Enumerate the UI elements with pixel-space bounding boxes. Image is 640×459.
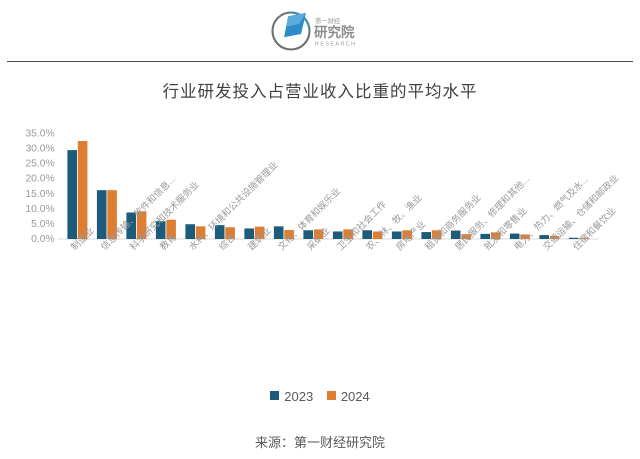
svg-text:20.0%: 20.0%: [25, 174, 54, 185]
svg-text:RESEARCH: RESEARCH: [315, 42, 356, 48]
svg-text:25.0%: 25.0%: [25, 159, 54, 170]
svg-text:第一财经: 第一财经: [315, 16, 341, 25]
svg-text:15.0%: 15.0%: [25, 189, 54, 200]
svg-text:0.0%: 0.0%: [31, 234, 54, 245]
svg-text:10.0%: 10.0%: [25, 204, 54, 215]
svg-text:30.0%: 30.0%: [25, 144, 54, 155]
svg-text:5.0%: 5.0%: [31, 219, 54, 230]
svg-text:研究院: 研究院: [314, 24, 355, 40]
svg-text:35.0%: 35.0%: [25, 129, 54, 140]
